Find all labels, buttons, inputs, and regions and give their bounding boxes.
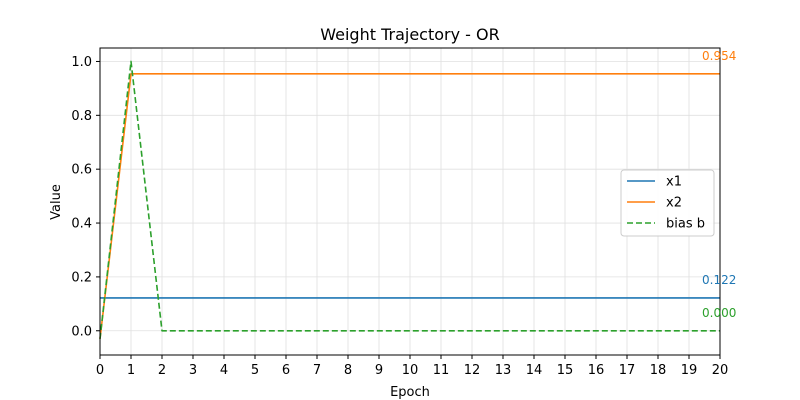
legend-label: x2 xyxy=(666,196,682,211)
y-axis: 0.0 0.2 0.4 0.6 0.8 1.0 xyxy=(71,55,100,339)
x-tick-label: 8 xyxy=(344,363,352,378)
series-line-x2 xyxy=(99,73,720,339)
series-layer xyxy=(99,60,720,339)
x-axis-label: Epoch xyxy=(390,385,430,400)
x-tick-label: 15 xyxy=(557,363,574,378)
x-tick-label: 17 xyxy=(619,363,636,378)
y-tick-label: 0.6 xyxy=(71,163,92,178)
x-tick-label: 19 xyxy=(681,363,698,378)
x-tick-label: 11 xyxy=(433,363,450,378)
x-tick-label: 5 xyxy=(251,363,259,378)
x-tick-label: 12 xyxy=(464,363,481,378)
end-value-label: 0.000 xyxy=(702,306,736,320)
end-value-label: 0.954 xyxy=(702,49,736,63)
x-tick-label: 10 xyxy=(402,363,419,378)
legend-box xyxy=(620,169,715,237)
x-tick-label: 9 xyxy=(375,363,383,378)
x-tick-label: 14 xyxy=(526,363,543,378)
y-tick-label: 0.2 xyxy=(71,270,92,285)
x-tick-label: 1 xyxy=(127,363,135,378)
x-tick-label: 4 xyxy=(220,363,228,378)
end-value-label: 0.122 xyxy=(702,273,736,287)
x-tick-label: 13 xyxy=(495,363,512,378)
x-tick-label: 6 xyxy=(282,363,290,378)
y-axis-label: Value xyxy=(49,184,64,220)
legend: x1 x2 bias b xyxy=(620,169,715,237)
x-tick-label: 7 xyxy=(313,363,321,378)
legend-label: x1 xyxy=(666,175,682,190)
chart-title: Weight Trajectory - OR xyxy=(320,25,499,44)
y-tick-label: 0.8 xyxy=(71,109,92,124)
y-tick-label: 0.0 xyxy=(71,324,92,339)
x-tick-label: 20 xyxy=(712,363,729,378)
series-line-bias-b xyxy=(99,60,720,339)
x-tick-label: 2 xyxy=(158,363,166,378)
x-tick-label: 0 xyxy=(96,363,104,378)
end-labels: 0.122 0.954 0.000 xyxy=(702,49,736,320)
legend-label: bias b xyxy=(666,217,705,232)
x-tick-label: 3 xyxy=(189,363,197,378)
x-axis: 0 1 2 3 4 5 6 7 8 9 10 11 12 13 14 15 16 17 18 19 20 xyxy=(96,355,728,378)
x-tick-label: 16 xyxy=(588,363,605,378)
y-tick-label: 0.4 xyxy=(71,217,92,232)
y-tick-label: 1.0 xyxy=(71,55,92,70)
x-tick-label: 18 xyxy=(650,363,667,378)
